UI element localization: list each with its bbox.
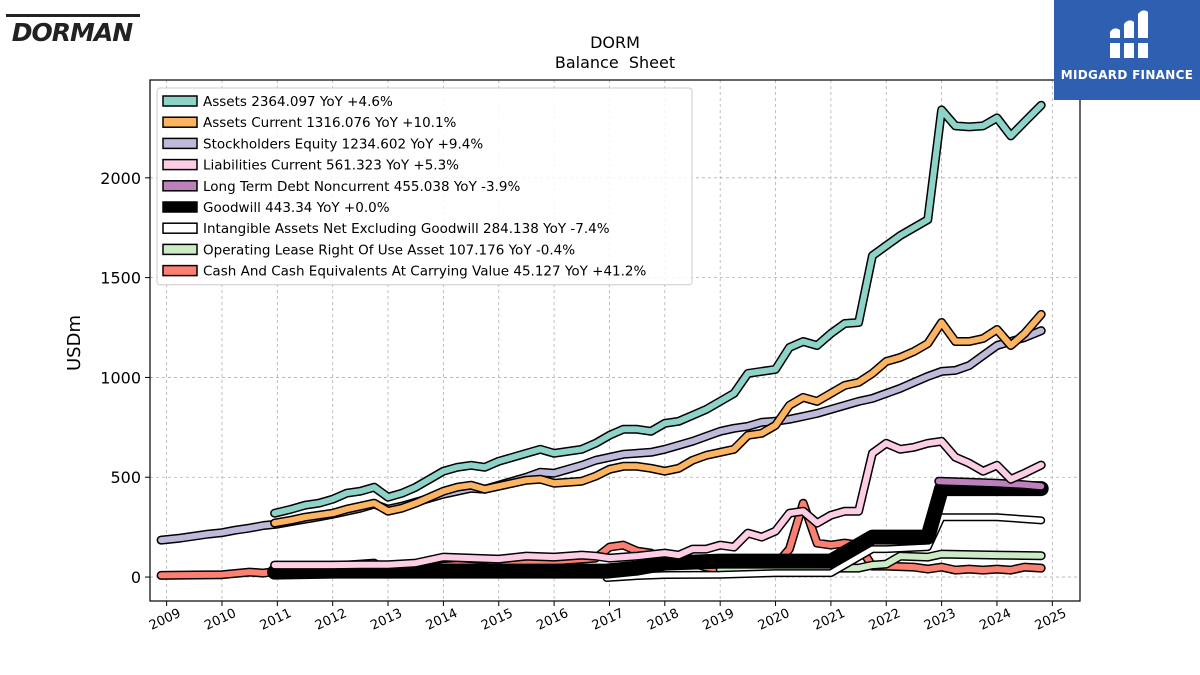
midgard-finance-logo: MIDGARD FINANCE bbox=[1054, 0, 1200, 100]
x-tick-label: 2013 bbox=[368, 606, 404, 634]
x-tick-label: 2009 bbox=[147, 606, 183, 634]
legend-label: Stockholders Equity 1234.602 YoY +9.4% bbox=[203, 136, 483, 152]
legend-swatch bbox=[162, 201, 198, 213]
legend-swatch bbox=[162, 158, 198, 171]
x-tick-label: 2024 bbox=[977, 606, 1013, 634]
legend-label: Operating Lease Right Of Use Asset 107.1… bbox=[203, 242, 575, 258]
midgard-finance-name: MIDGARD FINANCE bbox=[1060, 68, 1194, 82]
legend-label: Liabilities Current 561.323 YoY +5.3% bbox=[203, 158, 459, 174]
x-tick-label: 2020 bbox=[756, 606, 792, 634]
legend-swatch bbox=[162, 243, 198, 256]
chart-title: DORM bbox=[590, 33, 640, 52]
y-tick-label: 0 bbox=[131, 568, 141, 587]
midgard-mark-icon bbox=[1106, 10, 1150, 58]
chart-subtitle: Balance Sheet bbox=[555, 53, 675, 72]
series-line bbox=[267, 481, 1049, 580]
legend-swatch bbox=[162, 222, 198, 234]
x-tick-label: 2011 bbox=[258, 606, 294, 634]
x-tick-label: 2012 bbox=[313, 606, 349, 634]
plot-frame bbox=[149, 79, 1081, 602]
legend-swatch bbox=[162, 264, 198, 277]
y-tick-label: 500 bbox=[110, 468, 141, 487]
x-tick-label: 2010 bbox=[202, 606, 238, 634]
legend-swatch bbox=[162, 137, 198, 150]
series-line bbox=[270, 309, 1046, 528]
x-tick-label: 2021 bbox=[811, 606, 847, 634]
x-tick-label: 2017 bbox=[590, 606, 626, 634]
legend-label: Cash And Cash Equivalents At Carrying Va… bbox=[203, 264, 647, 280]
series-line bbox=[270, 436, 1046, 570]
x-tick-label: 2025 bbox=[1033, 606, 1069, 634]
series-line-stroke bbox=[935, 478, 1045, 490]
series-line-stroke bbox=[271, 102, 1045, 517]
series-line bbox=[602, 513, 1046, 582]
dorman-logo: DORMAN bbox=[6, 10, 140, 48]
x-tick-label: 2022 bbox=[867, 606, 903, 634]
series-line bbox=[270, 100, 1046, 518]
y-axis-label: USDm bbox=[64, 315, 85, 371]
series-line-stroke bbox=[268, 482, 1048, 579]
series-line-stroke bbox=[271, 311, 1045, 527]
legend-swatch bbox=[162, 95, 198, 107]
legend-label: Long Term Debt Noncurrent 455.038 YoY -3… bbox=[203, 179, 520, 195]
dorman-logo-text: DORMAN bbox=[12, 18, 133, 44]
x-tick-label: 2018 bbox=[645, 606, 681, 634]
legend-label: Goodwill 443.34 YoY +0.0% bbox=[203, 200, 390, 216]
legend-swatch bbox=[162, 116, 198, 128]
x-tick-label: 2015 bbox=[479, 606, 515, 634]
legend-label: Intangible Assets Net Excluding Goodwill… bbox=[203, 221, 610, 237]
x-tick-label: 2019 bbox=[701, 606, 737, 634]
y-tick-label: 1000 bbox=[100, 368, 141, 387]
series-line bbox=[934, 476, 1046, 491]
legend-box bbox=[156, 87, 693, 286]
x-tick-label: 2023 bbox=[922, 606, 958, 634]
legend-label: Assets 2364.097 YoY +4.6% bbox=[203, 94, 393, 110]
legend: Assets 2364.097 YoY +4.6% Assets Current … bbox=[156, 87, 693, 286]
series-line-stroke bbox=[271, 438, 1045, 569]
series-lines bbox=[156, 100, 1049, 582]
legend-swatch bbox=[162, 180, 198, 192]
x-tick-label: 2014 bbox=[424, 606, 460, 634]
y-tick-label: 2000 bbox=[100, 169, 141, 188]
series-line-stroke bbox=[604, 514, 1044, 581]
x-tick-label: 2016 bbox=[534, 606, 570, 634]
y-tick-label: 1500 bbox=[100, 269, 141, 288]
legend-label: Assets Current 1316.076 YoY +10.1% bbox=[203, 115, 457, 131]
